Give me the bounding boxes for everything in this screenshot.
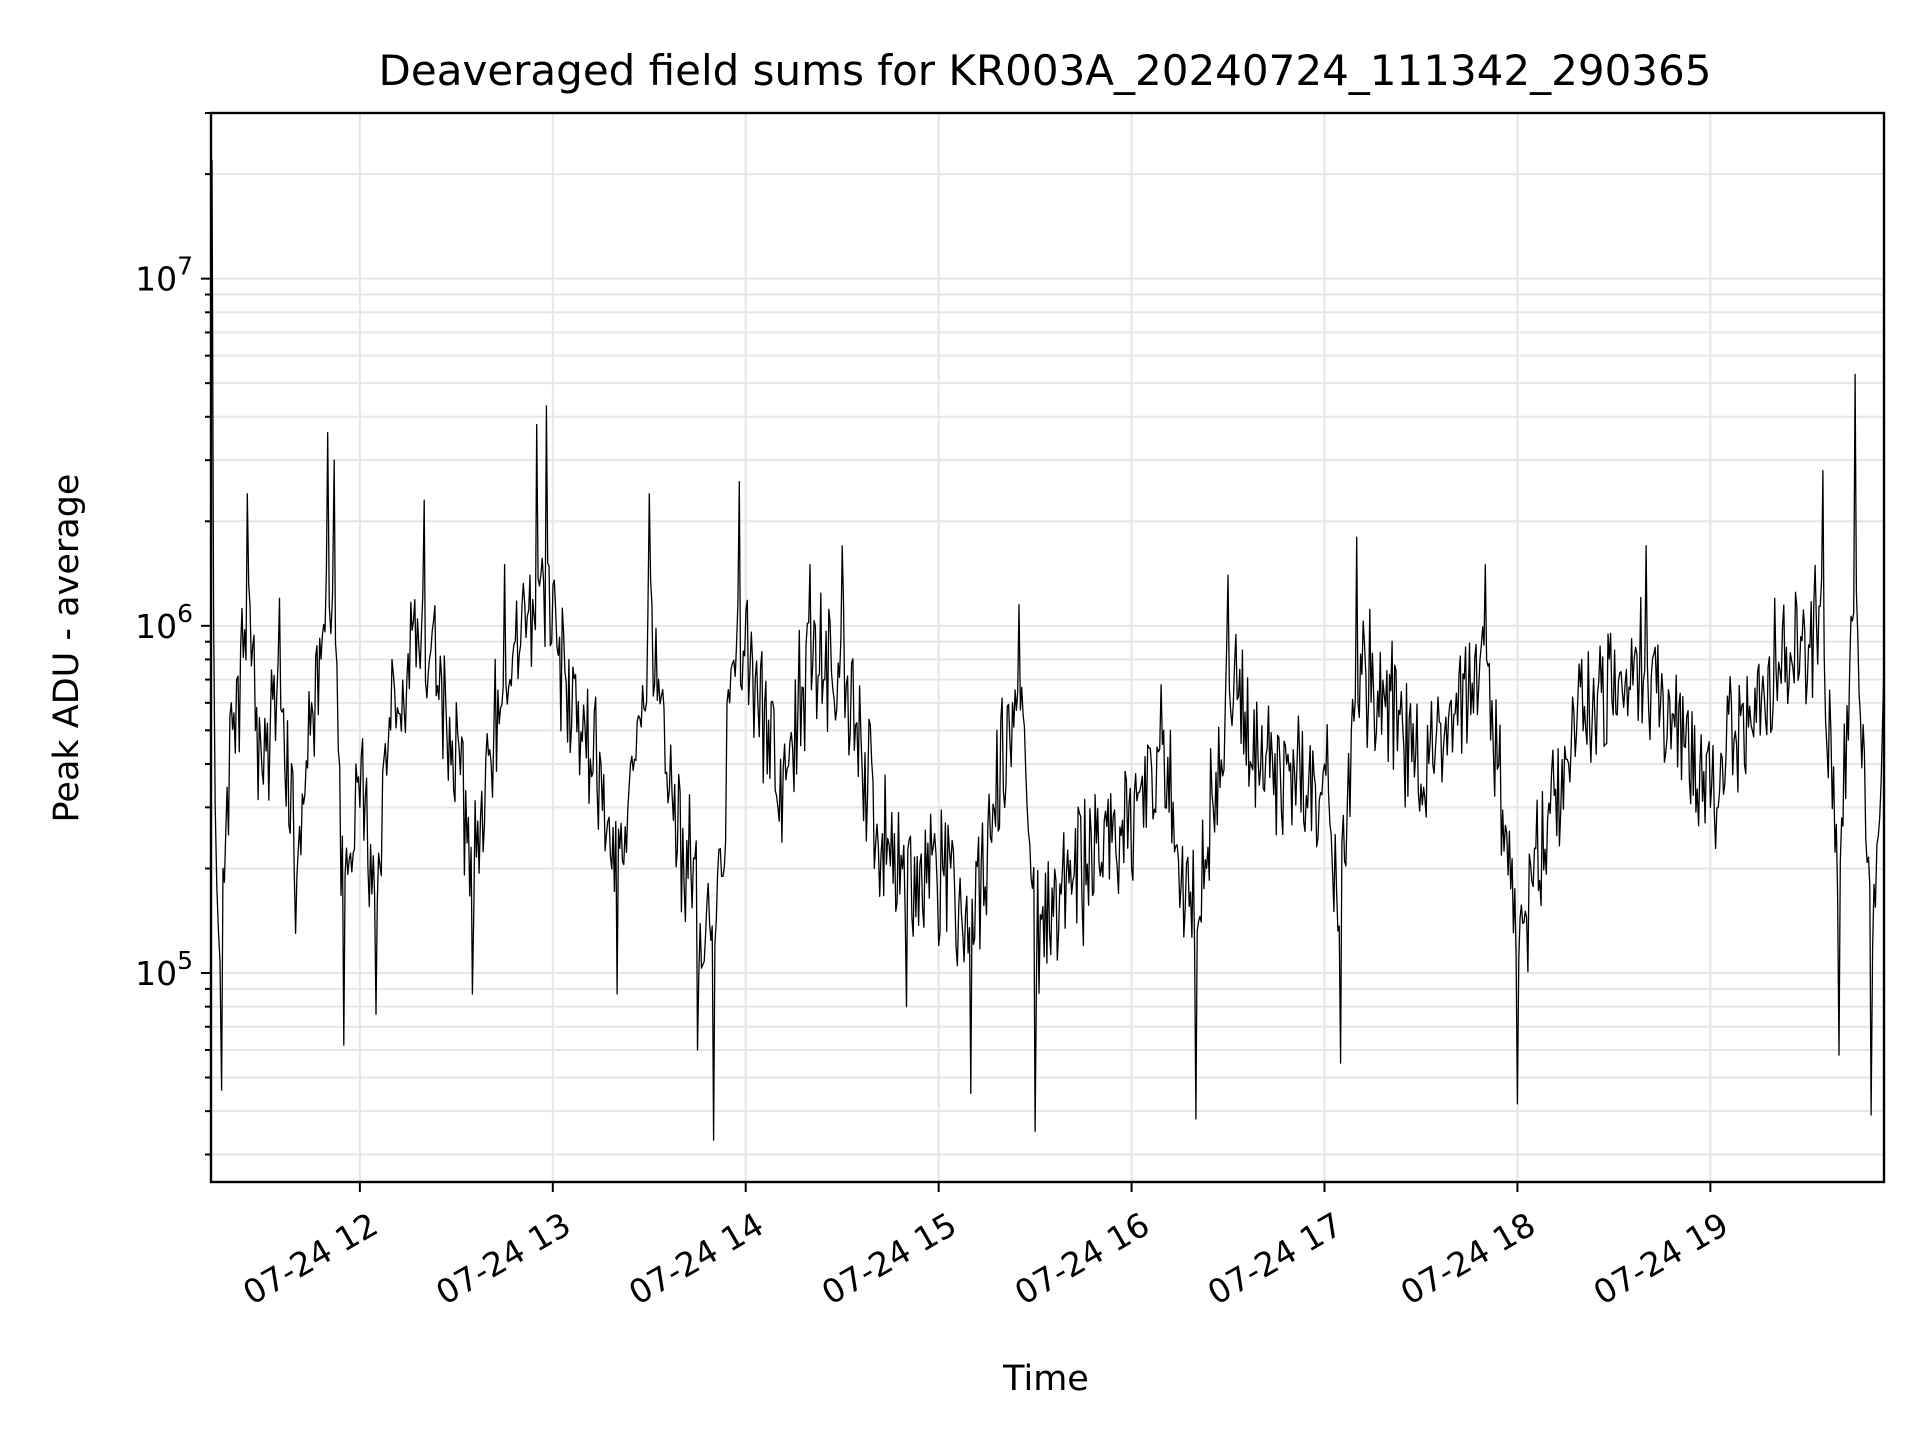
x-tick-label: 07-24 15 bbox=[815, 1205, 963, 1313]
x-tick-label: 07-24 18 bbox=[1394, 1205, 1542, 1313]
y-axis: 105 106 107 bbox=[135, 112, 211, 1156]
x-axis: 07-24 12 07-24 13 07-24 14 07-24 15 07-24 16… bbox=[236, 1182, 1735, 1313]
x-tick-label: 07-24 19 bbox=[1587, 1205, 1735, 1313]
y-tick-label: 105 bbox=[135, 946, 193, 993]
plot-frame bbox=[209, 111, 1886, 1184]
x-tick-label: 07-24 13 bbox=[429, 1205, 577, 1313]
chart-title: Deaveraged field sums for KR003A_2024072… bbox=[379, 46, 1712, 95]
y-tick-label: 106 bbox=[135, 599, 193, 646]
y-tick-label: 107 bbox=[135, 252, 193, 299]
x-tick-label: 07-24 14 bbox=[622, 1205, 770, 1313]
y-axis-label: Peak ADU - average bbox=[47, 474, 87, 823]
grid-layer bbox=[211, 112, 1884, 1182]
x-tick-label: 07-24 16 bbox=[1008, 1205, 1156, 1313]
series-layer bbox=[211, 159, 1885, 1141]
x-axis-label: Time bbox=[1002, 1359, 1089, 1399]
series-line bbox=[211, 159, 1885, 1141]
x-tick-label: 07-24 17 bbox=[1201, 1205, 1349, 1313]
x-tick-label: 07-24 12 bbox=[236, 1205, 384, 1313]
